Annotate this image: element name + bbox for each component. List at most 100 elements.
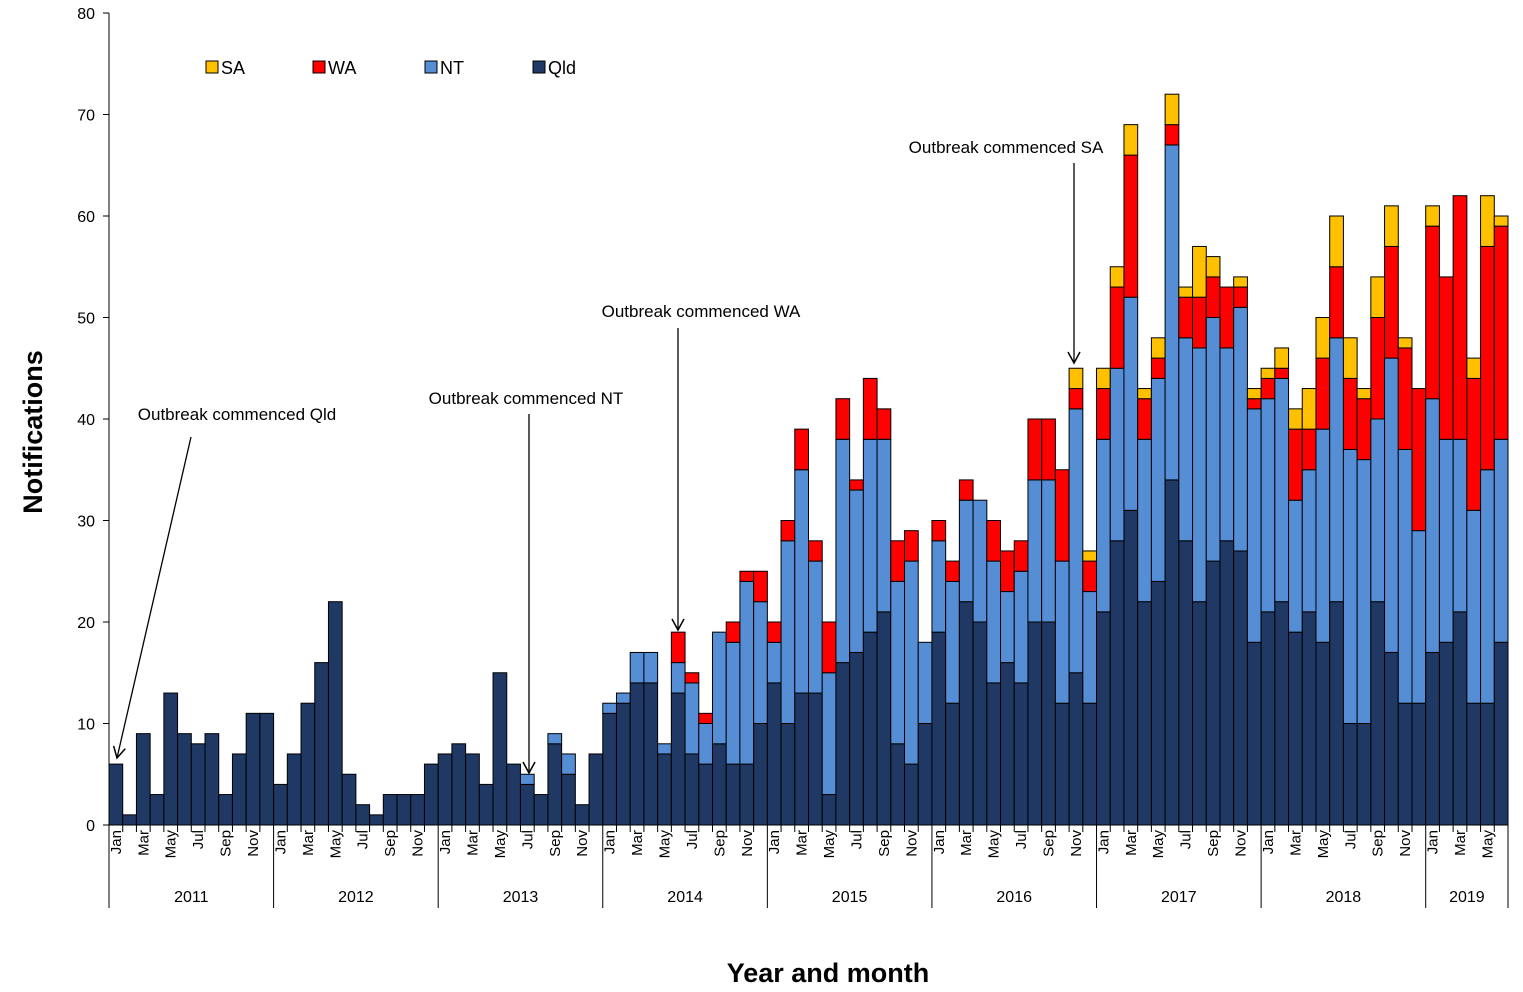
bar-qld <box>396 794 412 826</box>
bar-wa <box>1329 266 1344 339</box>
bar-nt <box>917 641 933 724</box>
bar-qld <box>972 621 988 826</box>
bar-nt <box>1274 377 1290 603</box>
bar-wa <box>808 540 823 562</box>
bar-qld <box>574 804 590 826</box>
bar-wa <box>670 631 686 664</box>
month-label: May <box>327 830 344 859</box>
bar-sa <box>1192 245 1207 298</box>
year-label: 2015 <box>832 889 868 906</box>
month-label: May <box>1150 830 1167 859</box>
month-label: May <box>821 830 838 859</box>
month-label: May <box>1479 830 1496 859</box>
bar-nt <box>1370 418 1386 603</box>
bar-qld <box>615 702 631 826</box>
bar-sa <box>1384 205 1399 247</box>
bar-sa <box>1082 550 1098 562</box>
bar-wa <box>1219 286 1235 349</box>
month-label: Nov <box>1233 830 1250 857</box>
bar-wa <box>1068 388 1084 410</box>
bar-wa <box>1466 377 1482 511</box>
bar-wa <box>1205 276 1221 318</box>
month-label: Mar <box>958 830 975 856</box>
bar-wa <box>1041 418 1056 481</box>
bar-qld <box>273 783 288 826</box>
bar-qld <box>259 712 275 826</box>
bar-wa <box>1342 377 1358 450</box>
bar-nt <box>1123 296 1139 511</box>
x-axis-title: Year and month <box>727 958 930 988</box>
bar-wa <box>1082 560 1098 593</box>
bar-wa <box>1438 276 1454 440</box>
bar-wa <box>1150 357 1166 379</box>
bar-qld <box>876 611 892 826</box>
bar-wa <box>780 520 796 542</box>
bar-sa <box>1260 367 1276 379</box>
year-label: 2018 <box>1326 889 1362 906</box>
y-tick-label: 0 <box>86 818 95 835</box>
month-label: Sep <box>1370 830 1387 857</box>
bar-nt <box>1411 530 1427 704</box>
bar-wa <box>1315 357 1331 430</box>
bar-qld <box>808 692 823 826</box>
bar-qld <box>163 692 179 826</box>
bar-qld <box>794 692 810 826</box>
y-axis: 0 10 20 30 40 50 60 70 80 <box>77 6 110 835</box>
bar-sa <box>1425 205 1440 227</box>
bar-qld <box>300 702 316 826</box>
bar-nt <box>1068 408 1084 674</box>
bar-wa <box>698 712 713 724</box>
bar-qld <box>890 743 906 826</box>
bar-nt <box>1452 438 1468 613</box>
bar-nt <box>1164 144 1180 481</box>
bar-nt <box>1192 347 1207 603</box>
bar-wa <box>1096 388 1111 440</box>
bar-qld <box>1233 550 1248 826</box>
bar-nt <box>1041 479 1056 623</box>
bar-qld <box>1246 641 1262 826</box>
bar-nt <box>1027 479 1043 623</box>
bar-wa <box>1246 398 1262 410</box>
y-tick-label: 40 <box>77 412 95 429</box>
legend-label-wa: WA <box>328 58 356 78</box>
bar-qld <box>108 763 124 826</box>
y-tick-label: 20 <box>77 615 95 632</box>
legend: SA WA NT Qld <box>205 58 576 78</box>
bar-wa <box>890 540 906 582</box>
bar-nt <box>1219 347 1235 542</box>
month-label: Mar <box>1452 830 1469 856</box>
bar-qld <box>369 814 384 826</box>
bar-wa <box>1164 124 1180 146</box>
bar-nt <box>1493 438 1509 643</box>
bar-nt <box>1109 367 1125 542</box>
bar-wa <box>794 428 810 471</box>
bar-nt <box>698 723 713 765</box>
bar-wa <box>876 408 892 440</box>
bar-wa <box>849 479 864 491</box>
bar-nt <box>643 651 659 684</box>
bar-wa <box>725 621 741 643</box>
bar-nt <box>780 540 796 724</box>
bar-qld <box>506 763 521 826</box>
bar-nt <box>1013 570 1029 684</box>
bar-qld <box>122 814 137 826</box>
bar-qld <box>1150 580 1166 826</box>
bar-qld <box>465 753 480 826</box>
bar-nt <box>1178 337 1194 542</box>
bar-qld <box>1096 611 1111 826</box>
bar-nt <box>849 489 864 653</box>
bar-sa <box>1274 347 1290 369</box>
bar-qld <box>547 743 563 826</box>
bar-nt <box>1082 591 1098 704</box>
month-label: May <box>986 830 1003 859</box>
bar-qld <box>1178 540 1194 826</box>
month-label: Jan <box>1425 830 1442 854</box>
bar-qld <box>643 682 659 826</box>
bar-nt <box>1233 306 1248 552</box>
bar-wa <box>766 621 782 643</box>
month-label: Sep <box>382 830 399 857</box>
bar-wa <box>986 520 1002 562</box>
bar-sa <box>1397 337 1413 349</box>
bar-wa <box>1370 317 1386 420</box>
bar-qld <box>1205 560 1221 826</box>
